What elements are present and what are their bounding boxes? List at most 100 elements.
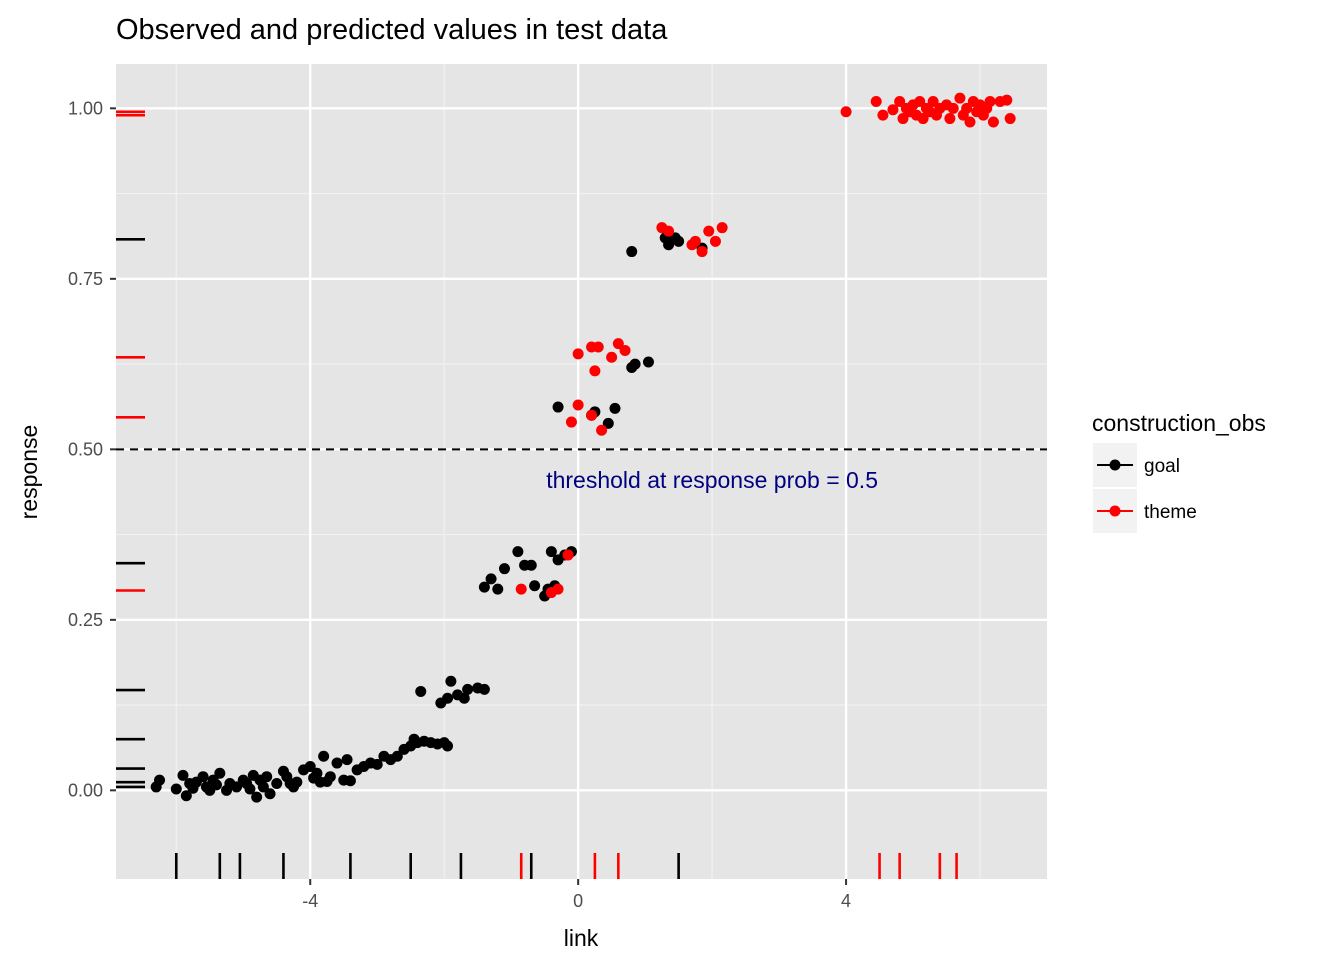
- data-point-goal: [478, 581, 490, 593]
- data-point-theme: [914, 96, 926, 108]
- data-point-theme: [870, 96, 882, 108]
- legend-title: construction_obs: [1092, 410, 1266, 436]
- data-point-theme: [1004, 113, 1016, 125]
- data-point-theme: [709, 235, 721, 247]
- data-point-goal: [462, 683, 474, 695]
- y-axis-label: response: [16, 425, 42, 520]
- data-point-goal: [231, 781, 243, 793]
- x-axis-label: link: [564, 925, 599, 951]
- legend-marker-goal: [1109, 459, 1121, 471]
- y-tick-label: 0.50: [68, 439, 103, 459]
- data-point-theme: [887, 104, 899, 116]
- data-point-goal: [251, 791, 263, 803]
- data-point-theme: [565, 416, 577, 428]
- data-point-goal: [261, 771, 273, 783]
- data-point-theme: [964, 116, 976, 128]
- data-point-goal: [529, 580, 541, 592]
- data-point-goal: [170, 783, 182, 795]
- data-point-theme: [592, 341, 604, 353]
- data-point-theme: [586, 409, 598, 421]
- data-point-theme: [877, 109, 889, 121]
- legend-label-theme: theme: [1144, 502, 1197, 523]
- data-point-goal: [552, 401, 564, 413]
- data-point-theme: [552, 583, 564, 595]
- x-tick-label: 4: [841, 891, 851, 911]
- data-point-goal: [545, 546, 557, 558]
- data-point-goal: [210, 779, 222, 791]
- data-point-goal: [512, 546, 524, 558]
- data-point-theme: [572, 399, 584, 411]
- data-point-goal: [264, 788, 276, 800]
- data-point-goal: [642, 356, 654, 368]
- data-point-goal: [341, 754, 353, 766]
- data-point-goal: [154, 774, 166, 786]
- data-point-theme: [840, 106, 852, 118]
- data-points: [150, 92, 1016, 803]
- data-point-goal: [485, 573, 497, 585]
- x-axis: -4 0 4: [302, 879, 851, 911]
- data-point-goal: [602, 417, 614, 429]
- data-point-goal: [415, 685, 427, 697]
- data-point-goal: [324, 771, 336, 783]
- y-tick-label: 0.75: [68, 269, 103, 289]
- data-point-goal: [180, 790, 192, 802]
- data-point-goal: [626, 246, 638, 258]
- data-point-goal: [214, 767, 226, 779]
- data-point-goal: [458, 692, 470, 704]
- data-point-theme: [572, 348, 584, 360]
- data-point-theme: [619, 344, 631, 356]
- data-point-goal: [673, 235, 685, 247]
- data-point-goal: [525, 559, 537, 571]
- data-point-goal: [445, 675, 457, 687]
- data-point-goal: [304, 760, 316, 772]
- y-tick-label: 0.00: [68, 780, 103, 800]
- chart-title: Observed and predicted values in test da…: [116, 14, 668, 46]
- data-point-theme: [947, 102, 959, 114]
- y-tick-label: 1.00: [68, 98, 103, 118]
- y-tick-label: 0.25: [68, 610, 103, 630]
- data-point-goal: [257, 781, 269, 793]
- data-point-goal: [271, 778, 283, 790]
- legend: construction_obs goal theme: [1092, 410, 1266, 533]
- threshold-annotation: threshold at response prob = 0.5: [546, 467, 878, 493]
- data-point-theme: [596, 424, 608, 436]
- data-point-theme: [897, 113, 909, 125]
- legend-marker-theme: [1109, 505, 1121, 517]
- data-point-theme: [703, 225, 715, 237]
- data-point-goal: [442, 740, 454, 752]
- data-point-theme: [716, 222, 728, 234]
- data-point-theme: [696, 246, 708, 258]
- data-point-theme: [562, 549, 574, 561]
- data-point-goal: [291, 776, 303, 788]
- rug-marks: [116, 110, 958, 879]
- data-point-goal: [442, 692, 454, 704]
- data-point-theme: [961, 102, 973, 114]
- data-point-goal: [629, 358, 641, 370]
- x-tick-label: 0: [573, 891, 583, 911]
- plot-panel: [116, 64, 1047, 879]
- data-point-theme: [927, 96, 939, 108]
- data-point-theme: [1001, 94, 1013, 106]
- data-point-goal: [331, 757, 343, 769]
- data-point-goal: [391, 750, 403, 762]
- data-point-goal: [177, 769, 189, 781]
- data-point-theme: [612, 338, 624, 350]
- data-point-theme: [894, 96, 906, 108]
- data-point-theme: [515, 583, 527, 595]
- data-point-goal: [344, 775, 356, 787]
- data-point-theme: [984, 96, 996, 108]
- data-point-theme: [987, 116, 999, 128]
- data-point-theme: [689, 235, 701, 247]
- data-point-theme: [589, 365, 601, 377]
- data-point-goal: [318, 750, 330, 762]
- data-point-theme: [917, 113, 929, 125]
- data-point-goal: [663, 239, 675, 251]
- data-point-goal: [478, 683, 490, 695]
- data-point-theme: [606, 351, 618, 363]
- x-tick-label: -4: [302, 891, 318, 911]
- grid-minor: [116, 64, 1047, 879]
- data-point-goal: [609, 402, 621, 414]
- data-point-goal: [244, 783, 256, 795]
- data-point-goal: [311, 767, 323, 779]
